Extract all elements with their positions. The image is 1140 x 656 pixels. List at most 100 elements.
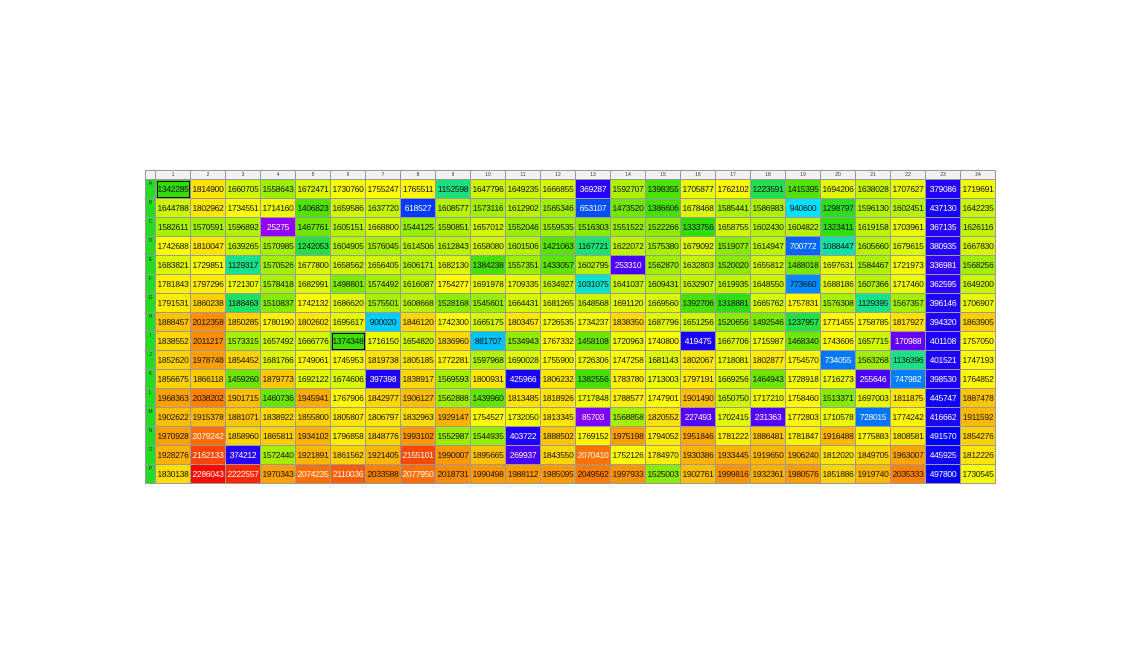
well-cell[interactable]: 1488018 [785, 255, 821, 275]
well-cell[interactable]: 1674606 [330, 369, 366, 389]
well-cell[interactable]: 1743606 [820, 331, 856, 351]
well-cell[interactable]: 1990498 [470, 464, 506, 484]
well-cell[interactable]: 1658562 [330, 255, 366, 275]
row-header-G[interactable]: G [145, 293, 156, 313]
well-cell[interactable]: 1849705 [855, 445, 891, 465]
well-cell[interactable]: 1997933 [610, 464, 646, 484]
well-cell[interactable]: 403722 [505, 426, 541, 446]
row-header-N[interactable]: N [145, 426, 156, 446]
well-cell[interactable]: 1934102 [295, 426, 331, 446]
column-header-10[interactable]: 10 [470, 170, 506, 180]
well-cell[interactable]: 1188463 [225, 293, 261, 313]
well-cell[interactable]: 1590851 [435, 217, 471, 237]
well-cell[interactable]: 1464943 [750, 369, 786, 389]
well-cell[interactable]: 1639265 [225, 236, 261, 256]
well-cell[interactable]: 1656405 [365, 255, 401, 275]
well-cell[interactable]: 1802877 [750, 350, 786, 370]
column-header-9[interactable]: 9 [435, 170, 471, 180]
well-cell[interactable]: 1649200 [960, 274, 996, 294]
well-cell[interactable]: 1728918 [785, 369, 821, 389]
well-cell[interactable]: 1985095 [540, 464, 576, 484]
well-cell[interactable]: 1602430 [750, 217, 786, 237]
well-cell[interactable]: 1703961 [890, 217, 926, 237]
well-cell[interactable]: 1781222 [715, 426, 751, 446]
well-cell[interactable]: 1745953 [330, 350, 366, 370]
column-header-11[interactable]: 11 [505, 170, 541, 180]
well-cell[interactable]: 1802067 [680, 350, 716, 370]
row-header-M[interactable]: M [145, 407, 156, 427]
well-cell[interactable]: 1963007 [890, 445, 926, 465]
well-cell[interactable]: 1888457 [155, 312, 191, 332]
well-cell[interactable]: 1559535 [540, 217, 576, 237]
well-cell[interactable]: 1557351 [505, 255, 541, 275]
well-cell[interactable]: 1136396 [890, 350, 926, 370]
well-cell[interactable]: 1771455 [820, 312, 856, 332]
well-cell[interactable]: 1562888 [435, 388, 471, 408]
well-cell[interactable]: 25275 [260, 217, 296, 237]
well-cell[interactable]: 1754277 [435, 274, 471, 294]
well-cell[interactable]: 1626116 [960, 217, 996, 237]
well-cell[interactable]: 1088447 [820, 236, 856, 256]
well-cell[interactable]: 940600 [785, 198, 821, 218]
well-cell[interactable]: 1855800 [295, 407, 331, 427]
well-cell[interactable]: 1677800 [295, 255, 331, 275]
well-cell[interactable]: 1691978 [470, 274, 506, 294]
well-cell[interactable]: 1706907 [960, 293, 996, 313]
well-cell[interactable]: 1729851 [190, 255, 226, 275]
well-cell[interactable]: 1730760 [330, 179, 366, 199]
well-cell[interactable]: 1813345 [540, 407, 576, 427]
well-cell[interactable]: 1576308 [820, 293, 856, 313]
well-cell[interactable]: 1978748 [190, 350, 226, 370]
well-cell[interactable]: 1415395 [785, 179, 821, 199]
well-cell[interactable]: 1657012 [470, 217, 506, 237]
well-cell[interactable]: 1850285 [225, 312, 261, 332]
well-cell[interactable]: 1783780 [610, 369, 646, 389]
column-header-8[interactable]: 8 [400, 170, 436, 180]
well-cell[interactable]: 2110036 [330, 464, 366, 484]
well-cell[interactable]: 1806797 [365, 407, 401, 427]
well-cell[interactable]: 170988 [890, 331, 926, 351]
well-cell[interactable]: 1713003 [645, 369, 681, 389]
well-cell[interactable]: 1749061 [295, 350, 331, 370]
well-cell[interactable]: 1664431 [505, 293, 541, 313]
well-cell[interactable]: 1641037 [610, 274, 646, 294]
row-header-J[interactable]: J [145, 350, 156, 370]
well-cell[interactable]: 1604822 [785, 217, 821, 237]
well-cell[interactable]: 1832963 [400, 407, 436, 427]
well-cell[interactable]: 269937 [505, 445, 541, 465]
well-cell[interactable]: 1619158 [855, 217, 891, 237]
row-header-H[interactable]: H [145, 312, 156, 332]
well-cell[interactable]: 1619935 [715, 274, 751, 294]
well-cell[interactable]: 85703 [575, 407, 611, 427]
well-cell[interactable]: 398530 [925, 369, 961, 389]
well-cell[interactable]: 1374348 [330, 331, 366, 351]
well-cell[interactable]: 1575501 [365, 293, 401, 313]
column-header-16[interactable]: 16 [680, 170, 716, 180]
well-cell[interactable]: 1694206 [820, 179, 856, 199]
well-cell[interactable]: 1601506 [505, 236, 541, 256]
well-cell[interactable]: 1757831 [785, 293, 821, 313]
well-cell[interactable]: 1655812 [750, 255, 786, 275]
well-cell[interactable]: 1632907 [680, 274, 716, 294]
well-cell[interactable]: 1649235 [505, 179, 541, 199]
well-cell[interactable]: 1919740 [855, 464, 891, 484]
well-cell[interactable]: 1658080 [470, 236, 506, 256]
column-header-6[interactable]: 6 [330, 170, 366, 180]
well-cell[interactable]: 1585441 [715, 198, 751, 218]
well-cell[interactable]: 1734237 [575, 312, 611, 332]
well-cell[interactable]: 1642235 [960, 198, 996, 218]
well-cell[interactable]: 1167721 [575, 236, 611, 256]
well-cell[interactable]: 1586983 [750, 198, 786, 218]
well-cell[interactable]: 1856675 [155, 369, 191, 389]
well-cell[interactable]: 1975198 [610, 426, 646, 446]
well-cell[interactable]: 1968363 [155, 388, 191, 408]
well-cell[interactable]: 1813485 [505, 388, 541, 408]
well-cell[interactable]: 1848776 [365, 426, 401, 446]
well-cell[interactable]: 1788577 [610, 388, 646, 408]
well-cell[interactable]: 1031075 [575, 274, 611, 294]
column-header-1[interactable]: 1 [155, 170, 191, 180]
well-cell[interactable]: 1842977 [365, 388, 401, 408]
well-cell[interactable]: 1439960 [470, 388, 506, 408]
well-cell[interactable]: 2162133 [190, 445, 226, 465]
well-cell[interactable]: 1921891 [295, 445, 331, 465]
